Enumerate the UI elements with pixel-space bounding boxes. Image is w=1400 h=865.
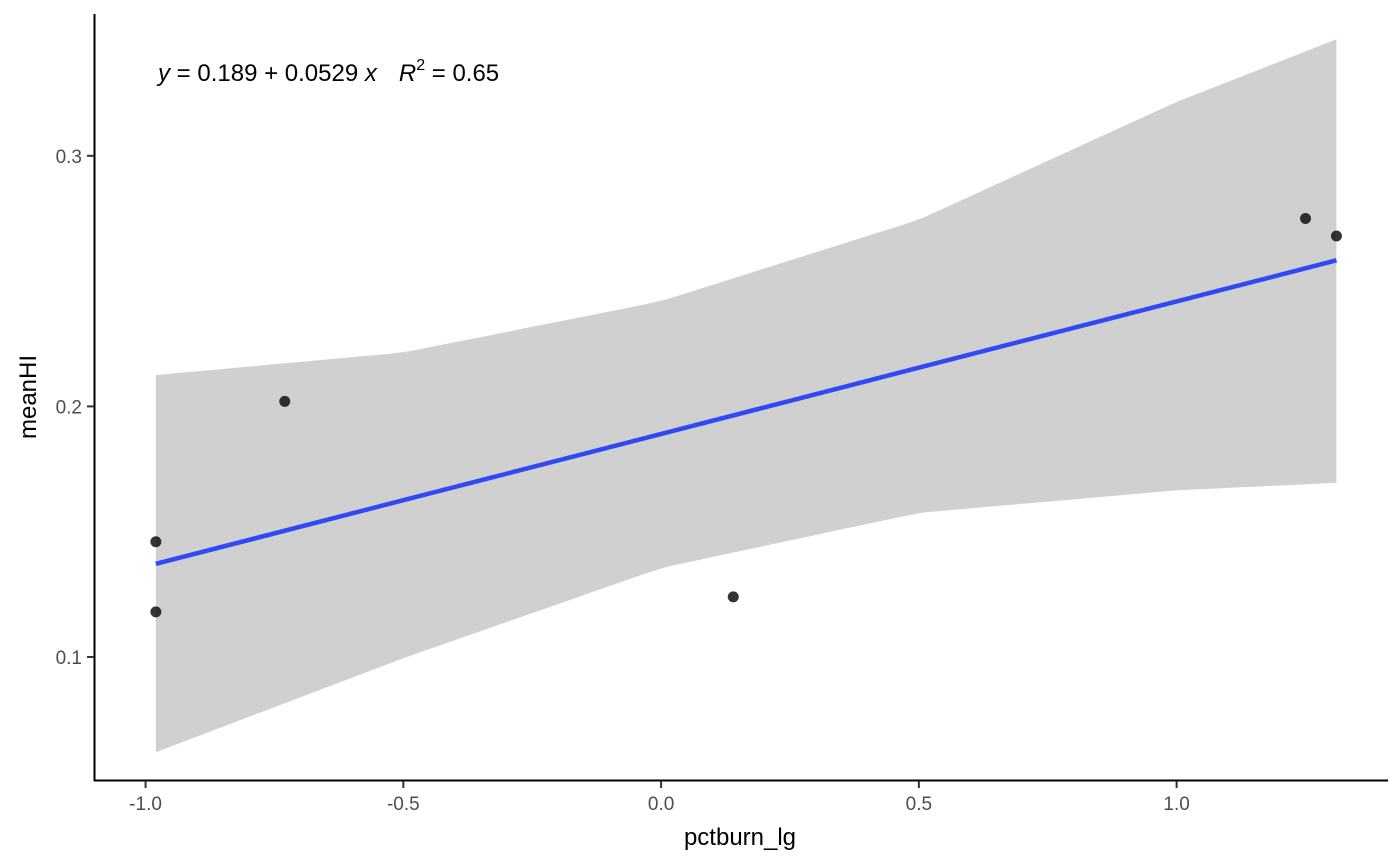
y-axis-title: meanHI	[15, 355, 42, 439]
regression-equation: y = 0.189 + 0.0529 x R2 = 0.65	[156, 57, 499, 87]
regression-line	[155, 258, 1338, 567]
x-axis-title: pctburn_lg	[684, 824, 796, 851]
x-tick-label: 0.5	[906, 794, 932, 815]
x-tick-label: -1.0	[129, 794, 162, 815]
data-point	[1300, 212, 1312, 224]
r-squared-var: R	[399, 60, 416, 87]
r-squared-exponent: 2	[416, 57, 425, 74]
data-point	[150, 606, 162, 618]
data-point	[279, 395, 291, 407]
equation-rhs: = 0.189 + 0.0529	[170, 60, 365, 87]
r-squared-value: = 0.65	[425, 60, 499, 87]
y-tick-label: 0.2	[56, 397, 82, 418]
equation-x-var: x	[364, 60, 378, 87]
x-tick-label: 1.0	[1163, 794, 1189, 815]
regression-line-layer	[155, 258, 1338, 567]
data-points-layer	[150, 212, 1342, 618]
y-tick-label: 0.1	[56, 648, 82, 669]
data-point	[150, 536, 162, 548]
data-point	[727, 591, 739, 603]
x-tick-label: -0.5	[387, 794, 420, 815]
confidence-band-layer	[155, 39, 1337, 753]
x-tick-label: 0.0	[648, 794, 674, 815]
equation-y-var: y	[156, 60, 172, 87]
y-ticks-layer: 0.1 0.2 0.3	[56, 147, 94, 669]
data-point	[1330, 230, 1342, 242]
confidence-band	[155, 39, 1337, 753]
y-tick-label: 0.3	[56, 147, 82, 168]
x-ticks-layer: -1.0 -0.5 0.0 0.5 1.0	[129, 781, 1190, 815]
